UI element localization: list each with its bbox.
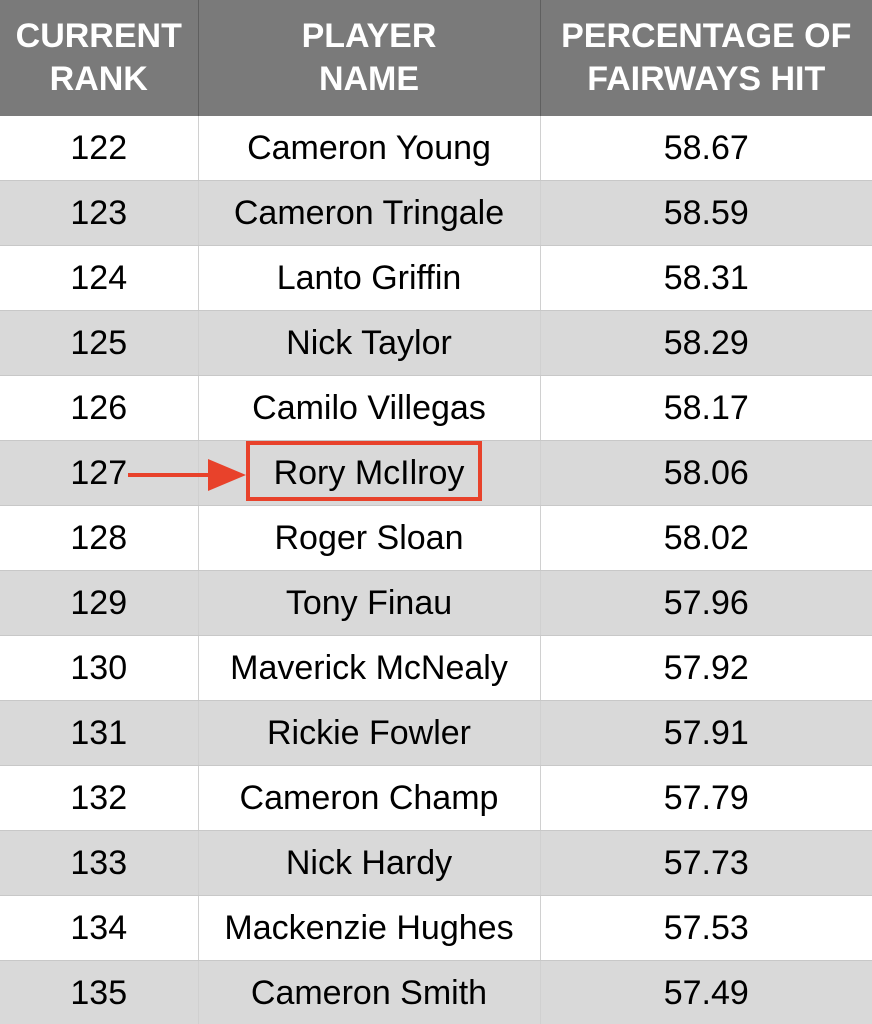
rank-cell: 123 <box>0 180 199 246</box>
header-current-rank: CURRENT RANK <box>0 0 199 116</box>
table-row: 127 Rory McIlroy 58.06 <box>0 440 872 506</box>
rank-cell: 131 <box>0 700 199 766</box>
table-row: 132 Cameron Champ 57.79 <box>0 765 872 831</box>
table-row: 134 Mackenzie Hughes 57.53 <box>0 895 872 961</box>
table-row: 128 Roger Sloan 58.02 <box>0 505 872 571</box>
rank-cell: 127 <box>0 440 199 506</box>
fairways-pct-cell: 57.96 <box>540 570 872 636</box>
table-row: 126 Camilo Villegas 58.17 <box>0 375 872 441</box>
table-row: 124 Lanto Griffin 58.31 <box>0 245 872 311</box>
fairways-pct-cell: 57.73 <box>540 830 872 896</box>
table-row: 131 Rickie Fowler 57.91 <box>0 700 872 766</box>
player-name-cell: Rickie Fowler <box>198 700 541 766</box>
table-row: 135 Cameron Smith 57.49 <box>0 960 872 1024</box>
table-body: 122 Cameron Young 58.67 123 Cameron Tringale… <box>0 116 872 1024</box>
player-name-cell: Cameron Tringale <box>198 180 541 246</box>
rank-cell: 124 <box>0 245 199 311</box>
table-row: 123 Cameron Tringale 58.59 <box>0 180 872 246</box>
rank-cell: 130 <box>0 635 199 701</box>
player-name-cell: Tony Finau <box>198 570 541 636</box>
player-name-cell: Rory McIlroy <box>198 440 541 506</box>
player-name-cell: Roger Sloan <box>198 505 541 571</box>
player-name-cell: Cameron Smith <box>198 960 541 1024</box>
fairways-pct-cell: 58.06 <box>540 440 872 506</box>
header-fairways-percentage: PERCENTAGE OF FAIRWAYS HIT <box>540 0 872 116</box>
fairways-pct-cell: 58.31 <box>540 245 872 311</box>
player-name-cell: Nick Hardy <box>198 830 541 896</box>
fairways-pct-cell: 57.92 <box>540 635 872 701</box>
table-row: 130 Maverick McNealy 57.92 <box>0 635 872 701</box>
table-row: 129 Tony Finau 57.96 <box>0 570 872 636</box>
rank-cell: 125 <box>0 310 199 376</box>
player-name-cell: Nick Taylor <box>198 310 541 376</box>
table-row: 125 Nick Taylor 58.29 <box>0 310 872 376</box>
table-row: 122 Cameron Young 58.67 <box>0 116 872 181</box>
fairways-pct-cell: 58.67 <box>540 116 872 181</box>
rank-cell: 132 <box>0 765 199 831</box>
player-name-cell: Maverick McNealy <box>198 635 541 701</box>
player-name-cell: Cameron Champ <box>198 765 541 831</box>
fairways-pct-cell: 57.53 <box>540 895 872 961</box>
fairways-pct-cell: 58.29 <box>540 310 872 376</box>
header-player-name: PLAYER NAME <box>198 0 541 116</box>
rank-cell: 133 <box>0 830 199 896</box>
rank-cell: 128 <box>0 505 199 571</box>
table-row: 133 Nick Hardy 57.73 <box>0 830 872 896</box>
fairways-pct-cell: 58.59 <box>540 180 872 246</box>
player-name-cell: Lanto Griffin <box>198 245 541 311</box>
player-name-cell: Mackenzie Hughes <box>198 895 541 961</box>
fairways-pct-cell: 57.79 <box>540 765 872 831</box>
rank-cell: 126 <box>0 375 199 441</box>
fairways-pct-cell: 57.49 <box>540 960 872 1024</box>
fairways-pct-cell: 58.17 <box>540 375 872 441</box>
fairways-pct-cell: 57.91 <box>540 700 872 766</box>
player-name-cell: Camilo Villegas <box>198 375 541 441</box>
rank-cell: 129 <box>0 570 199 636</box>
rank-cell: 122 <box>0 116 199 181</box>
fairways-pct-cell: 58.02 <box>540 505 872 571</box>
rank-cell: 135 <box>0 960 199 1024</box>
player-name-cell: Cameron Young <box>198 116 541 181</box>
rank-cell: 134 <box>0 895 199 961</box>
table-header-row: CURRENT RANK PLAYER NAME PERCENTAGE OF FAIR… <box>0 0 872 116</box>
